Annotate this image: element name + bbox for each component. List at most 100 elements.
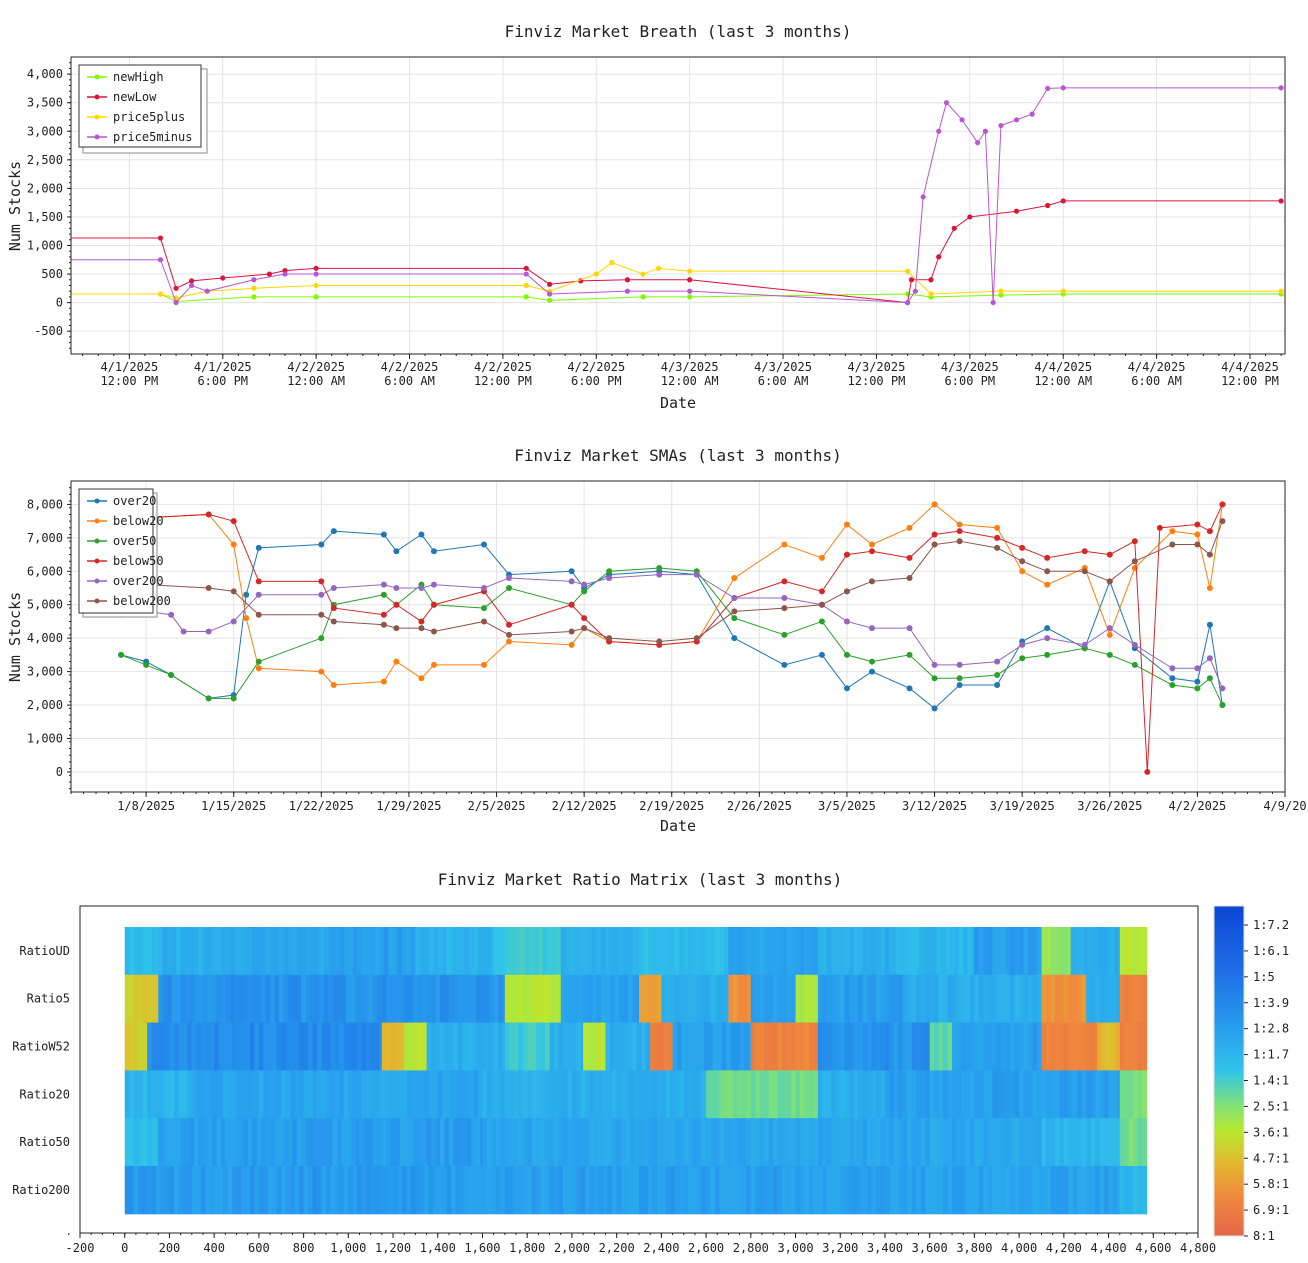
matrix-cell bbox=[889, 1166, 895, 1215]
matrix-cell bbox=[817, 1166, 823, 1215]
matrix-cell bbox=[330, 1070, 336, 1119]
matrix-cell bbox=[147, 1070, 153, 1119]
matrix-cell bbox=[567, 1022, 573, 1071]
matrix-cell bbox=[605, 1022, 611, 1071]
matrix-cell bbox=[911, 1166, 917, 1215]
smas-point-over200 bbox=[906, 625, 913, 632]
smas-point-below50 bbox=[1019, 544, 1026, 551]
matrix-cell bbox=[540, 1070, 546, 1119]
matrix-cell bbox=[1099, 1118, 1105, 1167]
matrix-cell bbox=[424, 927, 430, 976]
matrix-cell bbox=[489, 1022, 495, 1071]
matrix-cell bbox=[791, 1166, 797, 1215]
smas-point-over200 bbox=[1219, 685, 1226, 692]
matrix-cell bbox=[748, 1022, 752, 1071]
matrix-cell bbox=[849, 1022, 855, 1071]
matrix-cell bbox=[540, 1022, 546, 1071]
matrix-cell bbox=[162, 927, 168, 976]
matrix-cell bbox=[893, 927, 897, 976]
matrix-cell bbox=[692, 1118, 698, 1167]
matrix-cell bbox=[495, 1070, 501, 1119]
matrix-cell bbox=[1124, 974, 1130, 1024]
smas-point-below50 bbox=[418, 618, 425, 625]
matrix-cell bbox=[493, 974, 499, 1024]
matrix-x-tick-label: 2,400 bbox=[643, 1241, 679, 1255]
matrix-cell bbox=[589, 1118, 595, 1167]
matrix-cell bbox=[1095, 1022, 1098, 1071]
matrix-cell bbox=[799, 974, 806, 1024]
smas-legend: over20below20over50below50over200below20… bbox=[78, 488, 171, 618]
smas-point-below200 bbox=[1169, 541, 1176, 548]
smas-legend-label: over50 bbox=[113, 534, 156, 548]
matrix-cell bbox=[614, 927, 620, 976]
matrix-x-tick-label: 800 bbox=[293, 1241, 315, 1255]
matrix-cell bbox=[907, 1070, 913, 1119]
breadth-x-tick-label: 12:00 PM bbox=[1221, 374, 1279, 388]
breadth-x-tick-label: 4/3/2025 bbox=[754, 360, 812, 374]
smas-y-tick-label: 8,000 bbox=[27, 497, 63, 511]
matrix-cell bbox=[509, 1118, 515, 1167]
matrix-cell bbox=[623, 927, 629, 976]
smas-point-below200 bbox=[568, 628, 575, 635]
breadth-point-newLow bbox=[928, 277, 934, 283]
matrix-row-labels: RatioUDRatio5RatioW52Ratio20Ratio50Ratio… bbox=[12, 944, 70, 1197]
matrix-cell bbox=[665, 1166, 671, 1215]
matrix-cell bbox=[164, 1070, 171, 1119]
breadth-point-newLow bbox=[546, 281, 553, 287]
matrix-cell bbox=[938, 1118, 944, 1167]
matrix-cell bbox=[643, 1166, 649, 1215]
matrix-cell bbox=[880, 1118, 886, 1167]
smas-point-over200 bbox=[781, 595, 788, 602]
matrix-cell bbox=[876, 927, 882, 976]
smas-point-over200 bbox=[1206, 655, 1213, 662]
matrix-cell bbox=[685, 1022, 692, 1071]
matrix-cell bbox=[1059, 1070, 1065, 1119]
breadth-point-price5plus bbox=[998, 288, 1004, 294]
smas-x-tick-label: 3/12/2025 bbox=[902, 799, 967, 813]
matrix-cell bbox=[583, 974, 589, 1024]
smas-x-tick-label: 4/9/20 bbox=[1263, 799, 1306, 813]
matrix-cell bbox=[243, 974, 249, 1024]
matrix-cell bbox=[862, 1166, 868, 1215]
matrix-cell bbox=[674, 1166, 680, 1215]
breadth-y-tick-label: 1,000 bbox=[27, 238, 63, 252]
matrix-cell bbox=[813, 1118, 819, 1167]
matrix-cell bbox=[343, 1022, 349, 1071]
matrix-cell bbox=[902, 1118, 908, 1167]
matrix-cell bbox=[987, 927, 993, 976]
breadth-point-newHigh bbox=[687, 294, 693, 300]
matrix-cell bbox=[616, 1118, 622, 1167]
matrix-cell bbox=[732, 1166, 738, 1215]
matrix-cell bbox=[274, 927, 280, 976]
matrix-cell bbox=[549, 1070, 555, 1119]
matrix-cell bbox=[1045, 1166, 1052, 1215]
matrix-cell bbox=[504, 1166, 510, 1215]
matrix-cell bbox=[884, 927, 891, 976]
matrix-cell bbox=[884, 974, 891, 1024]
matrix-cell bbox=[1014, 1022, 1020, 1071]
breadth-point-price5minus bbox=[251, 277, 257, 283]
matrix-cell bbox=[1072, 1166, 1078, 1215]
smas-point-below200 bbox=[656, 638, 663, 645]
matrix-cell bbox=[1010, 1070, 1016, 1119]
smas-x-tick-label: 2/5/2025 bbox=[468, 799, 526, 813]
matrix-cell bbox=[965, 1166, 971, 1215]
matrix-cell bbox=[341, 1118, 347, 1167]
matrix-cell bbox=[308, 1166, 314, 1215]
smas-point-over50 bbox=[230, 695, 237, 702]
matrix-cell bbox=[916, 1118, 922, 1167]
matrix-cell bbox=[191, 1070, 197, 1119]
matrix-cell bbox=[867, 927, 873, 976]
matrix-cell bbox=[822, 1118, 828, 1167]
matrix-cell bbox=[840, 1022, 846, 1071]
matrix-cell bbox=[907, 1022, 913, 1071]
matrix-cell bbox=[732, 974, 738, 1024]
breadth-x-tick-label: 4/2/2025 bbox=[567, 360, 625, 374]
matrix-cell bbox=[710, 974, 716, 1024]
matrix-cell bbox=[656, 1070, 662, 1119]
matrix-row-label: RatioW52 bbox=[12, 1040, 70, 1054]
matrix-cell bbox=[1104, 974, 1110, 1024]
matrix-cell bbox=[1028, 1118, 1034, 1167]
matrix-cell bbox=[455, 1166, 461, 1215]
matrix-cell bbox=[665, 974, 671, 1024]
